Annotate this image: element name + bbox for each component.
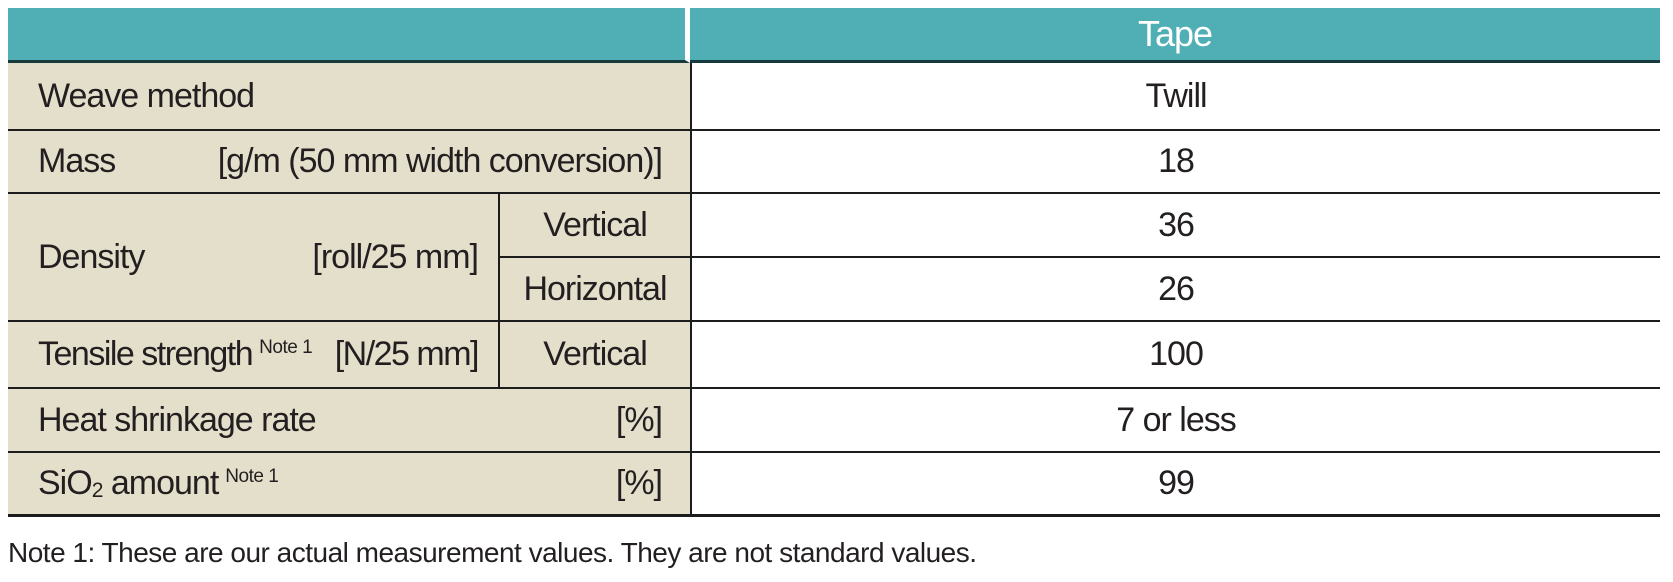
weave-method-label: Weave method [38,76,255,115]
tensile-sub-label: Vertical [543,335,647,373]
row-heat-label-cell: Heat shrinkage rate [%] [8,389,690,453]
tensile-unit: [N/25 mm] [334,335,480,373]
mass-label: Mass [38,142,116,180]
density-unit: [roll/25 mm] [312,237,479,276]
density-horizontal-value-cell: 26 [690,258,1660,322]
density-vertical-sublabel-cell: Vertical [498,194,690,258]
row-sio2-label-cell: SiO2 amount Note 1 [%] [8,453,690,517]
sio2-unit: [%] [615,464,663,502]
heat-shrinkage-label: Heat shrinkage rate [38,400,317,439]
row-sio2-value-cell: 99 [690,453,1660,517]
tensile-vertical-sublabel-cell: Vertical [498,322,690,389]
tensile-note-ref: Note 1 [259,337,313,359]
mass-unit: [g/m (50 mm width conversion)] [217,142,663,180]
weave-method-value: Twill [1145,76,1207,115]
tensile-value: 100 [1149,335,1204,373]
sio2-subscript: 2 [91,478,104,502]
row-heat-value-cell: 7 or less [690,389,1660,453]
header-empty-cell [8,8,690,63]
density-horizontal-value: 26 [1158,269,1195,308]
density-horizontal-label: Horizontal [523,269,667,308]
heat-shrinkage-unit: [%] [615,400,663,439]
row-tensile-label-cell: Tensile strength Note 1 [N/25 mm] [8,322,498,389]
sio2-value: 99 [1158,464,1195,502]
density-vertical-value-cell: 36 [690,194,1660,258]
density-vertical-value: 36 [1158,205,1195,244]
row-mass-label-cell: Mass [g/m (50 mm width conversion)] [8,131,690,194]
mass-value: 18 [1158,142,1195,180]
density-horizontal-sublabel-cell: Horizontal [498,258,690,322]
header-tape-cell: Tape [690,8,1660,63]
row-mass-value-cell: 18 [690,131,1660,194]
tensile-label: Tensile strength [38,335,254,373]
row-density-label-cell: Density [roll/25 mm] [8,194,498,322]
heat-shrinkage-value: 7 or less [1116,400,1236,439]
sio2-label-suffix: amount [102,464,219,502]
density-vertical-label: Vertical [543,205,647,244]
column-header-tape: Tape [1137,13,1213,54]
sio2-label-group: SiO2 amount Note 1 [38,464,279,503]
density-label: Density [38,237,145,276]
tape-spec-table: Tape Weave method Twill Mass [g/m (50 mm… [8,8,1660,517]
tensile-label-group: Tensile strength Note 1 [38,335,313,374]
footnote: Note 1: These are our actual measurement… [8,537,977,568]
tensile-value-cell: 100 [690,322,1660,389]
row-weave-value-cell: Twill [690,63,1660,131]
sio2-note-ref: Note 1 [225,466,279,488]
row-weave-label-cell: Weave method [8,63,690,131]
sio2-label-prefix: SiO [38,464,93,502]
